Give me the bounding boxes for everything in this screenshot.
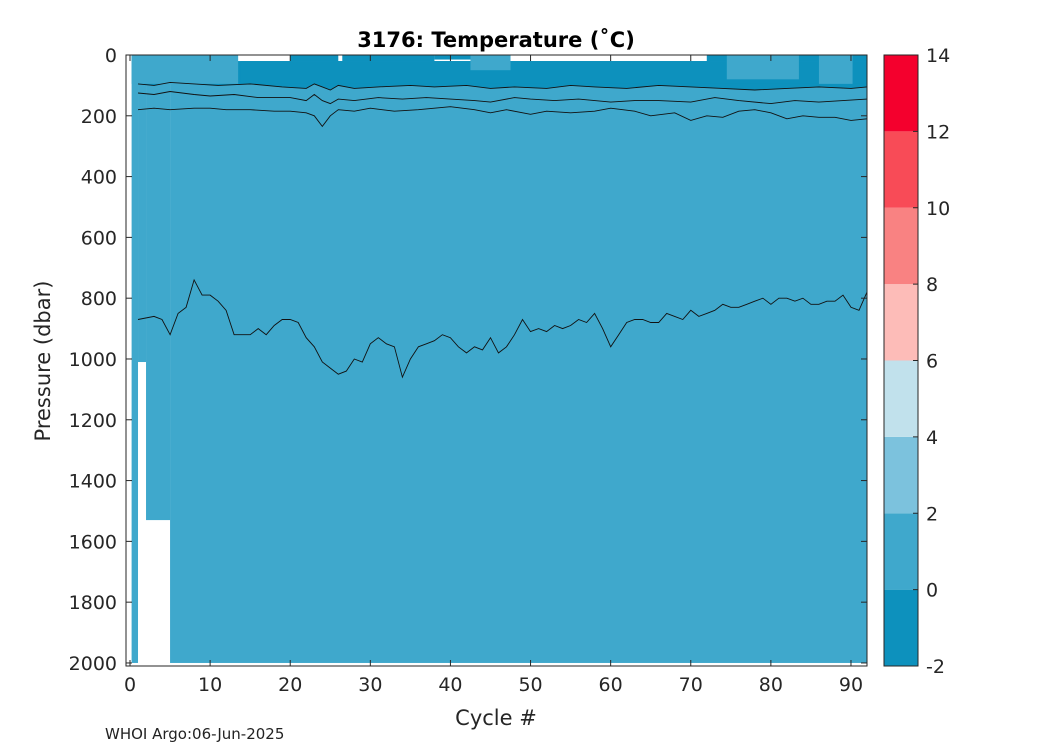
y-tick-label-600: 600 — [81, 227, 117, 249]
colorbar-label-14: 14 — [926, 45, 950, 67]
x-tick-label-70: 70 — [679, 674, 703, 696]
colorbar-label-8: 8 — [926, 274, 938, 296]
colorbar-level-1 — [884, 513, 918, 590]
x-axis-label: Cycle # — [455, 706, 537, 730]
y-axis-label: Pressure (dbar) — [31, 281, 55, 442]
colorbar-label-6: 6 — [926, 351, 938, 373]
colorbar-label-0: 0 — [926, 580, 938, 602]
x-tick-label-60: 60 — [599, 674, 623, 696]
profile-coverage-3 — [170, 61, 868, 663]
colorbar-label-10: 10 — [926, 198, 950, 220]
x-tick-label-10: 10 — [198, 674, 222, 696]
contour-line-0 — [137, 278, 868, 379]
y-axis: 0 200 400 600 800 1000 1200 1400 1600 1800 2000 — [69, 45, 867, 675]
profile-coverage-2 — [146, 61, 171, 521]
warm-inlet-0 — [131, 55, 239, 84]
y-tick-label-200: 200 — [81, 106, 117, 128]
surface-cold-patch-3 — [342, 55, 435, 62]
profile-coverage-1 — [138, 61, 147, 363]
colorbar-level-2 — [884, 436, 918, 514]
y-tick-label-1200: 1200 — [69, 410, 117, 432]
colorbar-level-0 — [884, 589, 918, 666]
profile-coverage-0 — [131, 61, 139, 663]
y-tick-label-1400: 1400 — [69, 471, 117, 493]
colorbar-level-6 — [884, 131, 918, 208]
x-tick-label-30: 30 — [358, 674, 382, 696]
y-tick-label-1000: 1000 — [69, 349, 117, 371]
y-tick-label-2000: 2000 — [69, 653, 117, 675]
colorbar-level-7 — [884, 55, 918, 132]
surface-cold-patch-1 — [240, 61, 868, 84]
y-tick-label-400: 400 — [81, 167, 117, 189]
colorbar: -2 0 2 4 6 8 10 12 14 — [883, 45, 950, 678]
colorbar-level-5 — [884, 207, 918, 285]
colorbar-label-12: 12 — [926, 121, 950, 143]
surface-cold-patch-4 — [434, 55, 475, 60]
colorbar-level-4 — [884, 284, 918, 361]
x-axis: 0 10 20 30 40 50 60 70 80 90 — [124, 55, 863, 696]
x-tick-label-90: 90 — [839, 674, 863, 696]
contour-line-1 — [137, 106, 868, 128]
x-tick-label-0: 0 — [124, 674, 136, 696]
x-tick-label-50: 50 — [518, 674, 542, 696]
contour-line-2 — [137, 91, 868, 105]
contour-line-3 — [137, 81, 868, 91]
y-tick-label-1600: 1600 — [69, 531, 117, 553]
x-tick-label-20: 20 — [278, 674, 302, 696]
y-tick-label-1800: 1800 — [69, 592, 117, 614]
colorbar-label--2: -2 — [926, 656, 945, 678]
x-tick-label-80: 80 — [759, 674, 783, 696]
x-tick-label-40: 40 — [438, 674, 462, 696]
y-tick-label-0: 0 — [105, 45, 117, 67]
warm-inlet-2 — [726, 55, 799, 80]
surface-cold-patch-2 — [290, 55, 339, 62]
warm-inlet-3 — [818, 55, 853, 84]
chart-title: 3176: Temperature (˚C) — [357, 28, 635, 52]
contour-lines — [137, 81, 868, 379]
plot-frame — [125, 54, 868, 667]
footer-credit: WHOI Argo:06-Jun-2025 — [105, 725, 285, 743]
colorbar-label-2: 2 — [926, 503, 938, 525]
warm-inlet-1 — [470, 55, 511, 71]
plot-area — [126, 55, 868, 666]
colorbar-level-3 — [884, 360, 918, 437]
y-tick-label-800: 800 — [81, 288, 117, 310]
colorbar-label-4: 4 — [926, 427, 938, 449]
